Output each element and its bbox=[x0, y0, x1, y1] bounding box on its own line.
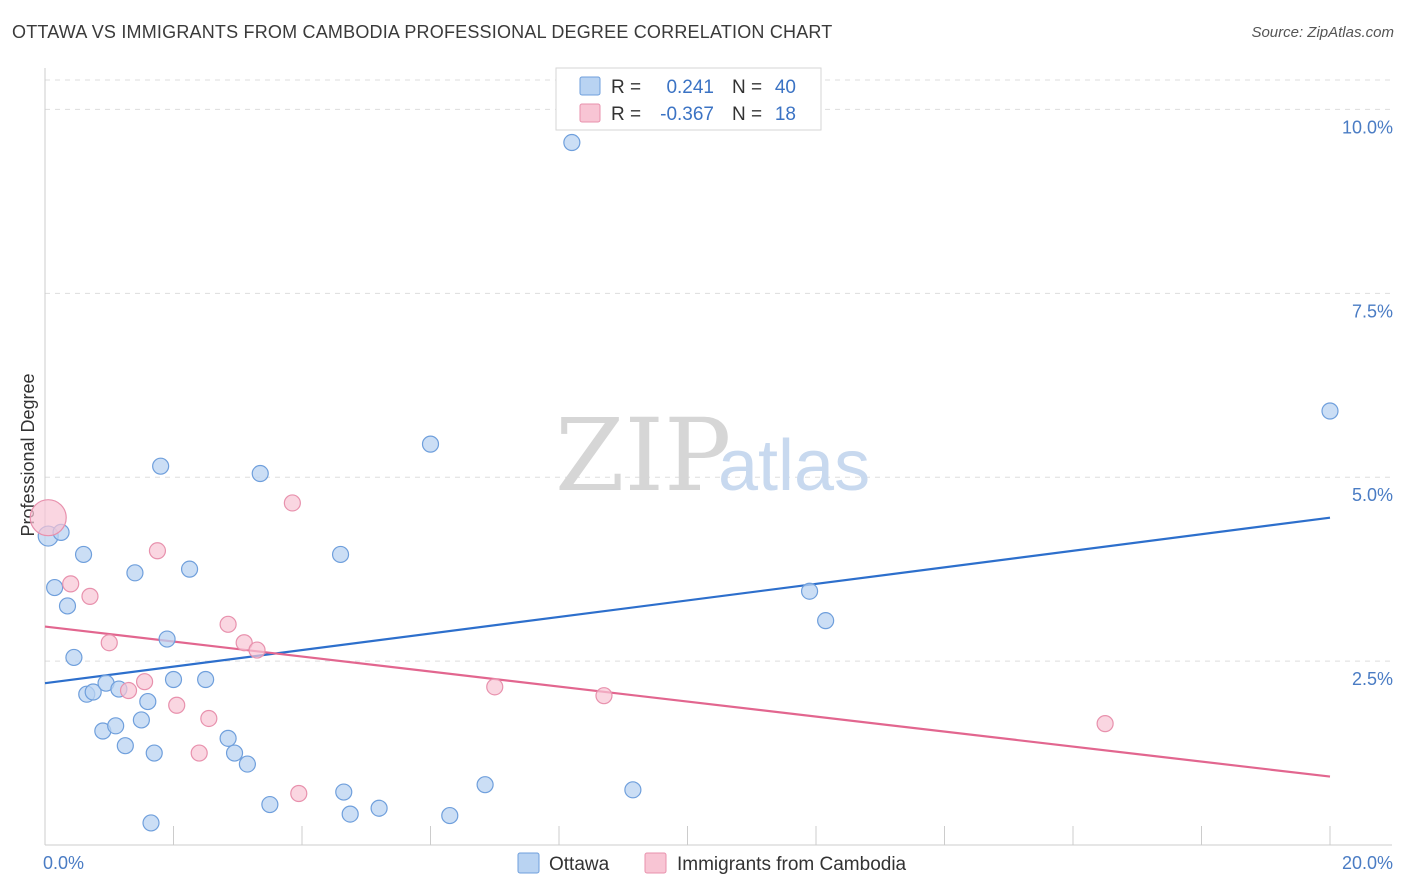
data-point-cambodia bbox=[148, 542, 167, 560]
data-point-ottawa bbox=[152, 457, 170, 475]
data-point-ottawa bbox=[331, 545, 350, 564]
watermark-zip: ZIP bbox=[555, 397, 731, 514]
legend-r-label: R = bbox=[611, 104, 641, 125]
gridlines bbox=[45, 79, 1392, 662]
data-point-cambodia bbox=[135, 673, 154, 691]
data-point-cambodia bbox=[100, 634, 118, 652]
legend-bottom: Ottawa Immigrants from Cambodia bbox=[517, 852, 907, 875]
data-point-ottawa bbox=[335, 783, 353, 801]
y-tick-label: 5.0% bbox=[1352, 485, 1393, 505]
data-point-cambodia bbox=[190, 744, 208, 762]
data-point-ottawa bbox=[65, 648, 83, 667]
watermark: ZIP atlas bbox=[555, 397, 870, 514]
data-point-ottawa bbox=[225, 744, 244, 762]
data-point-ottawa bbox=[817, 612, 835, 630]
data-point-cambodia bbox=[62, 575, 80, 593]
legend-swatch-ottawa bbox=[579, 76, 601, 96]
data-point-ottawa bbox=[476, 776, 494, 794]
x-tick-label: 0.0% bbox=[43, 853, 84, 873]
data-point-ottawa bbox=[624, 781, 642, 799]
y-axis-label: Professional Degree bbox=[18, 373, 38, 536]
watermark-atlas: atlas bbox=[718, 426, 870, 506]
legend-swatch-cambodia bbox=[579, 103, 601, 123]
data-point-ottawa bbox=[164, 670, 183, 689]
data-point-ottawa bbox=[116, 737, 134, 755]
data-point-ottawa bbox=[197, 670, 215, 689]
data-point-ottawa bbox=[180, 560, 199, 578]
data-point-ottawa bbox=[132, 711, 150, 729]
data-point-cambodia bbox=[283, 494, 301, 512]
data-point-ottawa bbox=[58, 597, 77, 615]
legend-swatch-cambodia bbox=[644, 852, 667, 874]
tick-labels: 2.5% 5.0% 7.5% 10.0% 0.0% 20.0% bbox=[43, 117, 1393, 873]
data-point-ottawa bbox=[370, 799, 388, 817]
legend-n-label: N = bbox=[732, 104, 762, 125]
legend-item-cambodia: Immigrants from Cambodia bbox=[677, 854, 907, 875]
data-point-cambodia bbox=[119, 681, 138, 700]
legend-n-label: N = bbox=[732, 77, 762, 98]
data-point-ottawa bbox=[441, 806, 459, 825]
data-points bbox=[29, 133, 1339, 832]
data-point-ottawa bbox=[84, 683, 102, 701]
data-point-ottawa bbox=[142, 814, 160, 832]
data-point-cambodia bbox=[248, 641, 266, 659]
data-point-ottawa bbox=[1321, 402, 1339, 420]
data-point-ottawa bbox=[261, 795, 279, 814]
data-point-ottawa bbox=[251, 464, 269, 483]
legend-item-ottawa: Ottawa bbox=[549, 854, 610, 875]
legend-n-value: 40 bbox=[775, 77, 796, 98]
source-label: Source: ZipAtlas.com bbox=[1251, 24, 1394, 41]
legend-n-value: 18 bbox=[775, 104, 796, 125]
axes bbox=[44, 68, 1392, 846]
y-tick-label: 10.0% bbox=[1342, 117, 1393, 137]
data-point-ottawa bbox=[126, 564, 144, 582]
data-point-cambodia bbox=[219, 615, 237, 633]
legend-r-value: -0.367 bbox=[660, 104, 714, 125]
y-tick-label: 2.5% bbox=[1352, 669, 1393, 689]
legend-swatch-ottawa bbox=[517, 852, 540, 874]
legend-r-label: R = bbox=[611, 77, 641, 98]
data-point-ottawa bbox=[74, 545, 93, 564]
data-point-ottawa bbox=[107, 717, 125, 735]
data-point-ottawa bbox=[139, 692, 157, 711]
trend-line-ottawa bbox=[44, 516, 1331, 685]
chart-title: OTTAWA VS IMMIGRANTS FROM CAMBODIA PROFE… bbox=[12, 22, 833, 42]
legend-top: R = 0.241 N = 40 R = -0.367 N = 18 bbox=[555, 67, 822, 131]
data-point-ottawa bbox=[145, 744, 163, 762]
y-tick-label: 7.5% bbox=[1352, 301, 1393, 321]
data-point-cambodia bbox=[168, 696, 186, 714]
data-point-ottawa bbox=[158, 630, 176, 648]
data-point-cambodia bbox=[200, 709, 218, 728]
data-point-ottawa bbox=[238, 755, 256, 773]
data-point-ottawa bbox=[563, 133, 581, 152]
data-point-ottawa bbox=[421, 435, 440, 453]
data-point-cambodia bbox=[486, 678, 504, 696]
data-point-cambodia bbox=[1096, 715, 1114, 733]
data-point-ottawa bbox=[341, 805, 359, 823]
data-point-cambodia bbox=[235, 634, 253, 652]
legend-r-value: 0.241 bbox=[666, 77, 714, 98]
data-point-cambodia bbox=[81, 587, 99, 605]
x-tick-label: 20.0% bbox=[1342, 853, 1393, 873]
data-point-ottawa bbox=[46, 578, 64, 597]
data-point-cambodia bbox=[29, 499, 67, 537]
data-point-ottawa bbox=[800, 582, 819, 600]
data-point-cambodia bbox=[290, 784, 308, 803]
data-point-ottawa bbox=[219, 729, 237, 747]
data-point-cambodia bbox=[595, 687, 613, 705]
